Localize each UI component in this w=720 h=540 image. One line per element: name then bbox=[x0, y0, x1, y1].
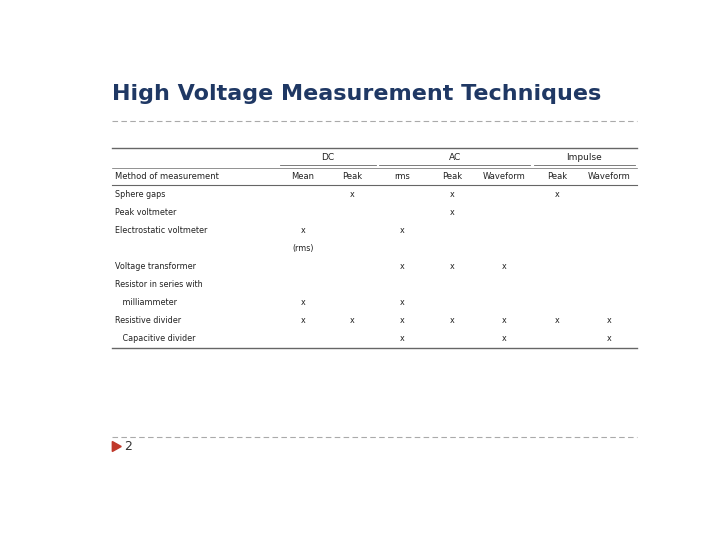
Text: High Voltage Measurement Techniques: High Voltage Measurement Techniques bbox=[112, 84, 602, 104]
Text: milliammeter: milliammeter bbox=[115, 298, 177, 307]
Text: x: x bbox=[300, 316, 305, 325]
Text: x: x bbox=[350, 190, 355, 199]
Text: Peak: Peak bbox=[546, 172, 567, 181]
Text: x: x bbox=[300, 226, 305, 235]
Text: Peak: Peak bbox=[442, 172, 462, 181]
Text: Peak: Peak bbox=[343, 172, 363, 181]
Text: x: x bbox=[554, 316, 559, 325]
Text: Capacitive divider: Capacitive divider bbox=[115, 334, 196, 343]
Text: x: x bbox=[300, 298, 305, 307]
Text: Mean: Mean bbox=[292, 172, 315, 181]
Text: Impulse: Impulse bbox=[567, 153, 602, 163]
Text: x: x bbox=[400, 316, 405, 325]
Text: x: x bbox=[350, 316, 355, 325]
Text: x: x bbox=[554, 190, 559, 199]
Text: x: x bbox=[502, 316, 507, 325]
Text: x: x bbox=[607, 334, 611, 343]
Text: x: x bbox=[400, 334, 405, 343]
Text: Voltage transformer: Voltage transformer bbox=[115, 262, 196, 271]
Text: Resistive divider: Resistive divider bbox=[115, 316, 181, 325]
Text: DC: DC bbox=[321, 153, 334, 163]
Polygon shape bbox=[112, 442, 121, 451]
Text: x: x bbox=[449, 262, 454, 271]
Text: x: x bbox=[449, 190, 454, 199]
Text: x: x bbox=[502, 334, 507, 343]
Text: x: x bbox=[449, 208, 454, 217]
Text: Peak voltmeter: Peak voltmeter bbox=[115, 208, 176, 217]
Text: x: x bbox=[502, 262, 507, 271]
Text: AC: AC bbox=[449, 153, 461, 163]
Text: x: x bbox=[400, 226, 405, 235]
Text: Waveform: Waveform bbox=[588, 172, 631, 181]
Text: x: x bbox=[400, 298, 405, 307]
Text: Waveform: Waveform bbox=[483, 172, 526, 181]
Text: Method of measurement: Method of measurement bbox=[115, 172, 219, 181]
Text: 2: 2 bbox=[125, 440, 132, 453]
Text: x: x bbox=[400, 262, 405, 271]
Text: Sphere gaps: Sphere gaps bbox=[115, 190, 166, 199]
Text: x: x bbox=[449, 316, 454, 325]
Text: x: x bbox=[607, 316, 611, 325]
Text: Electrostatic voltmeter: Electrostatic voltmeter bbox=[115, 226, 207, 235]
Text: Resistor in series with: Resistor in series with bbox=[115, 280, 203, 289]
Text: (rms): (rms) bbox=[292, 244, 313, 253]
Text: rms: rms bbox=[395, 172, 410, 181]
